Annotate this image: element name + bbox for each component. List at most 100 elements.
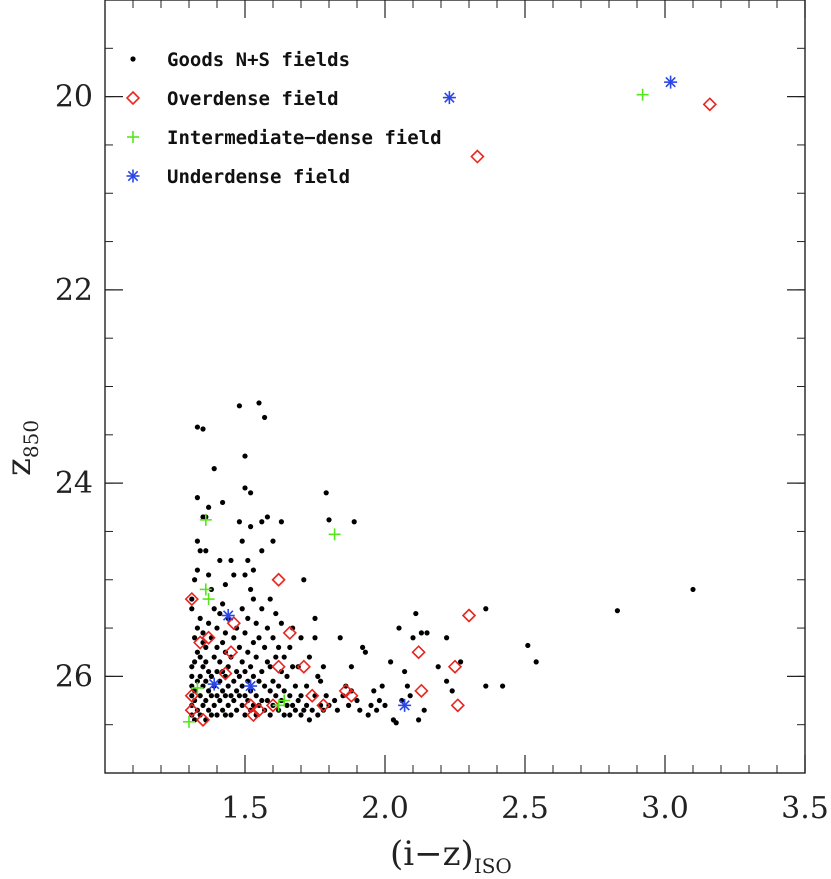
diamond-point: [461, 608, 477, 623]
diamond-point: [265, 698, 281, 713]
dot-point: [292, 683, 298, 689]
dot-point: [242, 453, 248, 459]
y-axis-label: z850: [0, 420, 43, 476]
dot-point: [192, 577, 198, 583]
dot-point: [222, 693, 228, 699]
dot-point: [220, 668, 226, 675]
dot-point: [281, 654, 287, 660]
dot-point: [203, 678, 209, 684]
dot-point: [236, 693, 242, 699]
dot-point: [264, 625, 270, 631]
plus-point: [199, 583, 212, 596]
diamond-point: [296, 659, 311, 674]
dot-point: [211, 654, 217, 660]
dot-point: [402, 668, 408, 675]
x-tick-label: 2.5: [501, 791, 549, 826]
dot-point: [281, 712, 287, 718]
asterisk-point: [207, 677, 221, 691]
dot-point: [278, 620, 284, 626]
dot-point: [203, 548, 209, 554]
dot-point: [197, 693, 203, 699]
dot-point: [264, 659, 270, 665]
dot-point: [192, 635, 198, 641]
dot-point: [211, 702, 217, 708]
dot-point: [404, 683, 410, 689]
asterisk-point: [442, 91, 456, 105]
dot-point: [228, 557, 234, 564]
dot-point: [306, 717, 312, 723]
dot-point: [365, 712, 371, 718]
dot-point: [273, 654, 279, 660]
dot-point: [248, 586, 254, 593]
series-dot: [189, 400, 696, 726]
dot-point: [368, 702, 374, 708]
dot-point: [304, 702, 310, 708]
dot-point: [483, 683, 489, 689]
dot-point: [200, 702, 206, 708]
dot-point: [326, 517, 332, 523]
x-tick-label: 3.0: [641, 791, 689, 826]
legend: Goods N+S fields Overdense field Intermedi…: [125, 49, 442, 188]
dot-point: [323, 693, 329, 699]
dot-point: [264, 514, 270, 520]
dot-point: [194, 678, 200, 684]
dot-point: [284, 673, 290, 679]
dot-point: [323, 490, 329, 496]
dot-point: [189, 596, 195, 602]
dot-point: [194, 567, 200, 573]
dot-point: [194, 538, 200, 544]
diamond-point: [223, 645, 239, 660]
dot-point: [239, 659, 245, 665]
dot-point: [334, 707, 340, 713]
dot-point: [222, 630, 228, 636]
dot-point: [259, 548, 265, 554]
dot-point: [292, 707, 298, 713]
plus-point: [202, 593, 215, 606]
plus-point: [636, 88, 649, 101]
dot-point: [259, 697, 265, 704]
dot-point: [250, 567, 256, 573]
diamond-point: [702, 97, 717, 112]
plus-point: [272, 699, 285, 712]
dot-point: [225, 683, 231, 689]
y-axis-label-subscript: 850: [19, 420, 43, 458]
dot-point: [458, 659, 464, 665]
y-tick-label: 26: [55, 659, 93, 694]
dot-point: [421, 707, 427, 713]
dot-point: [320, 664, 326, 670]
dot-point: [306, 654, 312, 660]
dot-point: [197, 654, 203, 660]
dot-point: [298, 693, 304, 699]
plus-point: [278, 694, 291, 707]
dot-point: [245, 557, 251, 564]
dot-point: [273, 693, 279, 699]
dot-point: [194, 495, 200, 501]
dot-point: [256, 678, 262, 684]
asterisk-point: [664, 75, 678, 89]
dot-point: [298, 635, 304, 641]
dot-point: [315, 673, 321, 679]
dot-point: [393, 720, 399, 726]
dot-point: [206, 504, 212, 510]
dot-point: [242, 485, 248, 491]
dot-point: [346, 702, 352, 708]
dot-point: [203, 659, 209, 665]
dot-point: [259, 668, 265, 675]
dot-point: [287, 644, 293, 650]
dot-point: [290, 664, 296, 670]
diamond-point: [184, 703, 199, 718]
dot-point: [225, 702, 231, 708]
dot-point: [206, 668, 212, 675]
dot-point: [382, 702, 388, 708]
dot-point: [276, 644, 282, 650]
dot-point: [315, 712, 321, 718]
dot-point: [234, 668, 240, 675]
dot-point: [270, 635, 276, 641]
dot-point: [267, 712, 273, 718]
dot-point: [449, 688, 455, 694]
dot-point: [250, 673, 256, 679]
dot-point: [301, 577, 307, 583]
dot-point: [228, 693, 234, 699]
dot-point: [435, 664, 441, 670]
